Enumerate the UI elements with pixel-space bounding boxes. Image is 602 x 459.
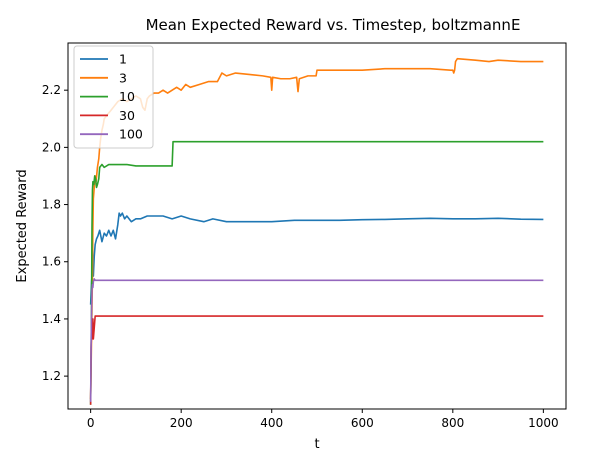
x-axis-ticks: 0 200 400 600 800 1000 <box>87 409 559 430</box>
legend: 1 3 10 30 100 <box>73 45 154 149</box>
legend-label-30: 30 <box>119 108 135 123</box>
x-tick-label: 800 <box>441 416 464 430</box>
x-tick-label: 0 <box>87 416 95 430</box>
y-tick-label: 1.4 <box>42 312 61 326</box>
series-line-3 <box>89 57 544 400</box>
series-line-100 <box>89 278 544 402</box>
x-tick-label: 400 <box>260 416 283 430</box>
y-tick-label: 2.0 <box>42 140 61 154</box>
legend-box <box>73 45 154 149</box>
legend-label-1: 1 <box>119 52 127 67</box>
chart-title: Mean Expected Reward vs. Timestep, boltz… <box>146 16 521 34</box>
y-axis-label: Expected Reward <box>15 169 30 282</box>
plot-area <box>89 57 544 405</box>
x-tick-label: 1000 <box>528 416 559 430</box>
legend-label-10: 10 <box>119 89 135 104</box>
y-tick-label: 2.2 <box>42 83 61 97</box>
y-tick-label: 1.8 <box>42 198 61 212</box>
x-tick-label: 200 <box>170 416 193 430</box>
x-axis-label: t <box>314 437 319 452</box>
y-tick-label: 1.2 <box>42 369 61 383</box>
x-tick-label: 600 <box>351 416 374 430</box>
legend-label-3: 3 <box>119 70 127 85</box>
plot-frame <box>67 42 567 410</box>
series-line-30 <box>89 315 544 405</box>
y-tick-label: 1.6 <box>42 255 61 269</box>
series-line-10 <box>89 140 544 405</box>
series-line-1 <box>89 212 544 305</box>
legend-label-100: 100 <box>119 127 143 142</box>
y-axis-ticks: 1.2 1.4 1.6 1.8 2.0 2.2 <box>42 83 68 383</box>
